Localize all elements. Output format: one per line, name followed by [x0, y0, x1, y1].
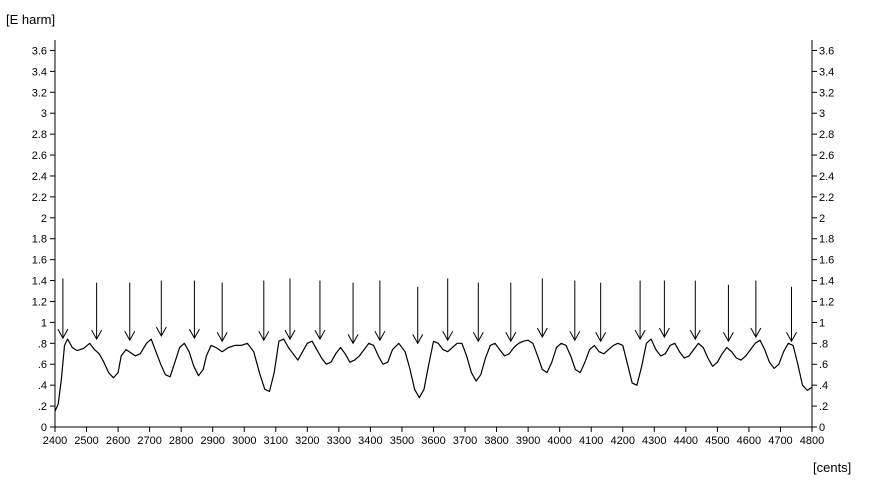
x-tick-label: 3100 [264, 435, 288, 447]
y-tick-label-right: 2 [819, 213, 825, 225]
right-axis: 0 .2 .4 .6 .8 1 1.2 1.4 1.6 1.8 2 2.2 2.4 2.6 2.8 3 3.2 3… [811, 40, 834, 434]
y-tick-label-left: 1.8 [32, 234, 47, 246]
y-tick-label-right: 3.2 [819, 87, 834, 99]
y-tick-label-right: 1.6 [819, 255, 834, 267]
y-tick-label-right: .4 [819, 380, 828, 392]
x-tick-label: 4400 [674, 435, 698, 447]
arrow-annotation [536, 278, 548, 339]
y-tick-label-left: 0 [41, 422, 47, 434]
y-tick-label-right: .8 [819, 338, 828, 350]
arrow-annotation [57, 278, 69, 340]
x-tick-label: 3400 [358, 435, 382, 447]
y-tick-label-left: .4 [38, 380, 47, 392]
arrow-annotation [750, 280, 762, 339]
arrow-annotation [722, 284, 734, 343]
x-tick-label: 3800 [484, 435, 508, 447]
y-tick-label-right: 2.4 [819, 171, 834, 183]
y-tick-label-left: 3.6 [32, 45, 47, 57]
y-axis-label: [E harm] [6, 12, 55, 27]
y-tick-label-left: 1.4 [32, 276, 47, 288]
x-tick-label: 4100 [579, 435, 603, 447]
x-tick-label: 3600 [421, 435, 445, 447]
x-tick-label: 2500 [74, 435, 98, 447]
y-tick-label-right: 1 [819, 317, 825, 329]
arrow-annotation [155, 280, 167, 338]
x-tick-label: 3500 [390, 435, 414, 447]
arrow-annotation [786, 286, 797, 343]
x-tick-label: 4800 [800, 435, 824, 447]
y-tick-label-right: .6 [819, 359, 828, 371]
y-tick-label-left: 1.6 [32, 255, 47, 267]
x-tick-label: 4000 [547, 435, 571, 447]
x-tick-label: 2800 [169, 435, 193, 447]
y-tick-label-right: 0 [819, 422, 825, 434]
y-tick-label-right: .2 [819, 401, 828, 413]
x-axis: 2400 2500 2600 2700 2800 2900 3000 3100 3200 3300… [43, 426, 824, 447]
y-tick-label-right: 2.6 [819, 150, 834, 162]
y-tick-label-right: 2.8 [819, 129, 834, 141]
arrow-annotation [258, 280, 270, 342]
y-tick-label-left: 2.8 [32, 129, 47, 141]
arrow-annotation [689, 280, 701, 341]
arrow-annotation [347, 282, 359, 345]
x-tick-label: 4200 [611, 435, 635, 447]
y-tick-label-right: 2.2 [819, 192, 834, 204]
y-tick-label-right: 1.2 [819, 296, 834, 308]
x-tick-label: 2400 [43, 435, 67, 447]
x-tick-label: 2900 [200, 435, 224, 447]
y-tick-label-left: 1.2 [32, 296, 47, 308]
arrow-annotation [216, 282, 228, 343]
arrow-annotation [374, 280, 386, 342]
arrow-annotation [634, 280, 646, 341]
arrow-annotation [314, 280, 326, 341]
series-line [54, 338, 813, 412]
x-tick-label: 2600 [106, 435, 130, 447]
y-tick-label-right: 1.8 [819, 234, 834, 246]
x-axis-label: [cents] [813, 460, 851, 475]
arrow-annotation [124, 282, 136, 342]
x-tick-label: 4300 [642, 435, 666, 447]
y-tick-label-left: 3.4 [32, 66, 47, 78]
y-tick-label-left: .2 [38, 401, 47, 413]
y-tick-label-left: .6 [38, 359, 47, 371]
y-tick-label-left: 2.2 [32, 192, 47, 204]
arrow-annotation [472, 282, 484, 343]
x-tick-label: 3700 [453, 435, 477, 447]
arrow-annotation [442, 278, 454, 342]
y-tick-label-left: 3.2 [32, 87, 47, 99]
series-layer [54, 338, 813, 412]
x-tick-label: 4500 [705, 435, 729, 447]
y-tick-label-right: 3.4 [819, 66, 834, 78]
y-tick-label-left: 3 [41, 108, 47, 120]
left-axis: 0 .2 .4 .6 .8 1 1.2 1.4 1.6 1.8 2 2.2 2.4 2.6 2.8 3 3.2 3… [32, 40, 56, 434]
x-tick-label: 4700 [768, 435, 792, 447]
arrow-annotation [505, 282, 517, 343]
y-tick-label-left: 2.4 [32, 171, 47, 183]
y-tick-label-right: 3.6 [819, 45, 834, 57]
arrow-annotation [658, 280, 670, 339]
x-tick-label: 3000 [232, 435, 256, 447]
y-tick-label-left: 1 [41, 317, 47, 329]
arrow-annotation [284, 278, 296, 341]
arrow-annotation [412, 286, 424, 345]
x-tick-label: 3300 [327, 435, 351, 447]
arrow-annotation [91, 282, 103, 341]
arrow-annotations [57, 278, 797, 345]
x-tick-label: 3200 [295, 435, 319, 447]
arrow-annotation [595, 282, 607, 343]
x-tick-label: 2700 [137, 435, 161, 447]
y-tick-label-right: 1.4 [819, 276, 834, 288]
y-tick-label-left: .8 [38, 338, 47, 350]
arrow-annotation [188, 280, 200, 340]
x-tick-label: 3900 [516, 435, 540, 447]
y-tick-label-left: 2.6 [32, 150, 47, 162]
y-tick-label-right: 3 [819, 108, 825, 120]
y-tick-label-left: 2 [41, 213, 47, 225]
arrow-annotation [569, 280, 581, 342]
x-tick-label: 4600 [737, 435, 761, 447]
